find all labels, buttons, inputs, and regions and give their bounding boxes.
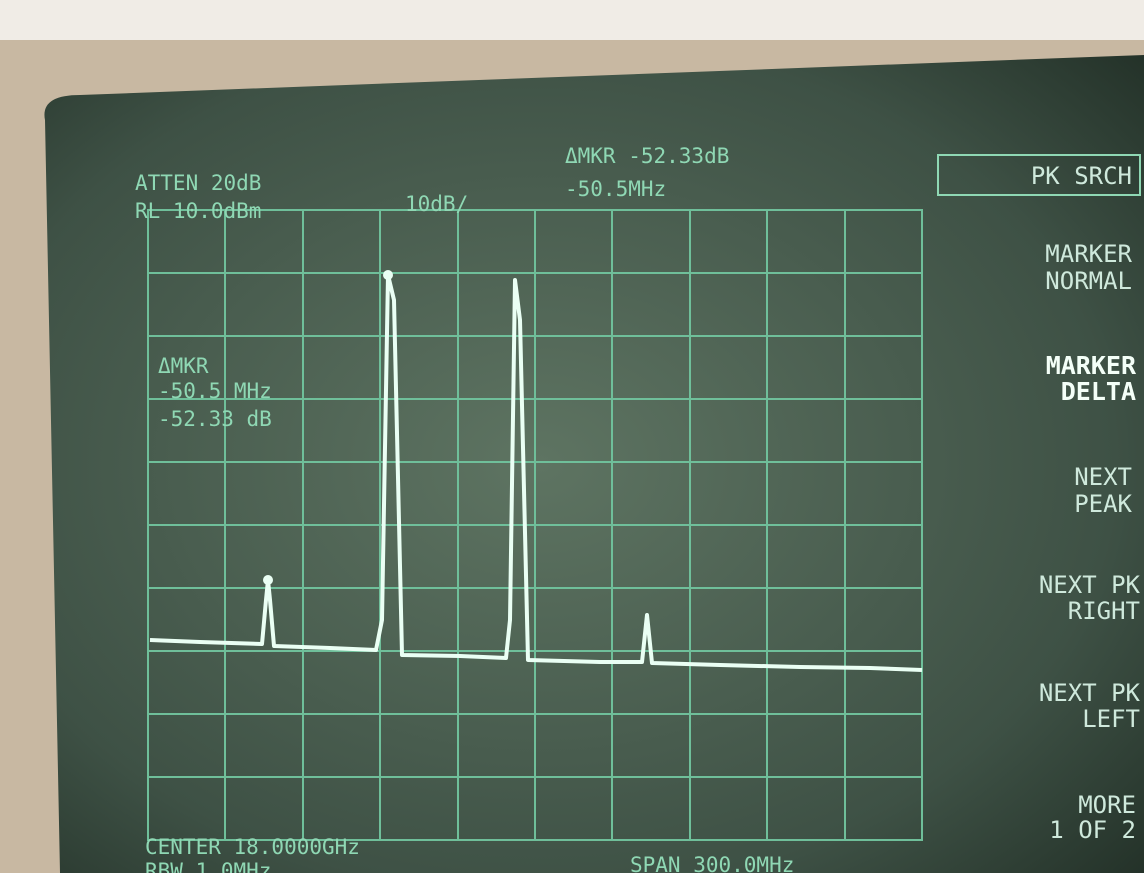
softkey[interactable]: PK SRCH — [1031, 162, 1132, 190]
softkey[interactable]: NEXT PK — [1039, 679, 1141, 707]
readout-freq: -50.5 MHz — [158, 379, 272, 403]
analyzer-photo: ATTEN 20dB RL 10.0dBm 10dB/ ΔMKR -52.33d… — [0, 0, 1144, 873]
readout-amplitude: -52.33 dB — [158, 407, 272, 431]
span: SPAN 300.0MHz — [630, 853, 794, 873]
atten: ATTEN 20dB — [135, 171, 261, 195]
marker — [383, 270, 393, 280]
marker — [263, 575, 273, 585]
softkey[interactable]: 1 OF 2 — [1049, 816, 1136, 844]
ref-level: RL 10.0dBm — [135, 199, 261, 223]
readout-label: ΔMKR — [158, 354, 209, 378]
softkey[interactable]: PEAK — [1074, 490, 1132, 518]
softkey[interactable]: RIGHT — [1068, 597, 1140, 625]
softkey[interactable]: MARKER — [1045, 240, 1132, 268]
rbw: RBW 1.0MHz — [145, 859, 271, 873]
softkey[interactable]: LEFT — [1082, 705, 1140, 733]
softkey[interactable]: DELTA — [1061, 377, 1136, 406]
softkey[interactable]: MORE — [1078, 791, 1136, 819]
background — [0, 0, 1144, 40]
softkey[interactable]: NEXT PK — [1039, 571, 1141, 599]
softkey[interactable]: NEXT — [1074, 463, 1132, 491]
marker-freq: -50.5MHz — [565, 177, 666, 201]
softkey[interactable]: MARKER — [1046, 351, 1137, 380]
softkey[interactable]: NORMAL — [1045, 267, 1132, 295]
center-freq: CENTER 18.0000GHz — [145, 835, 360, 859]
scale: 10dB/ — [405, 192, 468, 216]
marker-delta: ΔMKR -52.33dB — [565, 144, 729, 168]
